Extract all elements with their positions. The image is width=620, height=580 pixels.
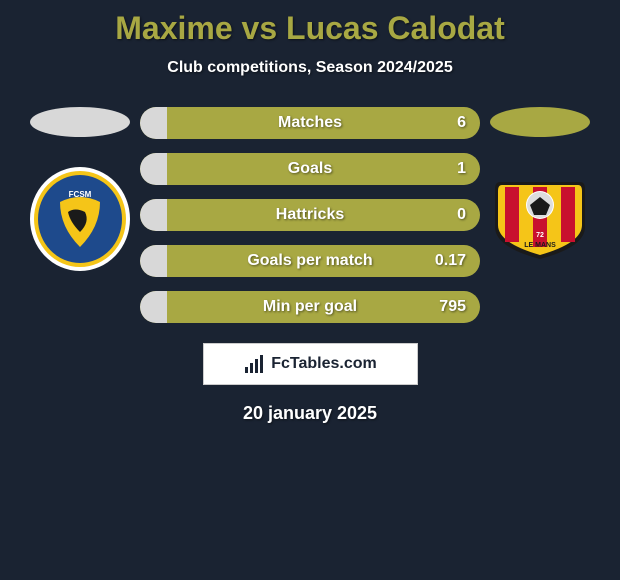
stat-value: 0: [457, 206, 466, 224]
stat-label: Min per goal: [263, 298, 357, 316]
chart-icon: [243, 353, 265, 375]
stat-value: 6: [457, 114, 466, 132]
stat-bar-hattricks: Hattricks 0: [140, 199, 480, 231]
left-column: FCSM: [20, 107, 140, 272]
stat-fill: [140, 153, 167, 185]
left-ellipse: [30, 107, 130, 137]
stat-fill: [140, 291, 167, 323]
stat-value: 795: [439, 298, 466, 316]
stat-label: Hattricks: [276, 206, 344, 224]
stat-bar-matches: Matches 6: [140, 107, 480, 139]
date-text: 20 january 2025: [0, 403, 620, 424]
stats-container: Matches 6 Goals 1 Hattricks 0 Goals per …: [140, 107, 480, 323]
stat-value: 0.17: [435, 252, 466, 270]
left-team-badge: FCSM: [30, 167, 130, 272]
stat-fill: [140, 107, 167, 139]
stat-value: 1: [457, 160, 466, 178]
right-ellipse: [490, 107, 590, 137]
stat-fill: [140, 245, 167, 277]
comparison-container: FCSM Matches 6 Goals 1 Hattricks 0 Goals…: [0, 107, 620, 323]
stat-label: Matches: [278, 114, 342, 132]
svg-text:LE MANS: LE MANS: [524, 242, 556, 249]
logo-text: FcTables.com: [271, 355, 377, 373]
right-column: 72 LE MANS: [480, 107, 600, 272]
subtitle: Club competitions, Season 2024/2025: [0, 59, 620, 77]
stat-label: Goals: [288, 160, 332, 178]
svg-text:72: 72: [536, 232, 544, 239]
stat-bar-mpg: Min per goal 795: [140, 291, 480, 323]
svg-text:FCSM: FCSM: [69, 190, 92, 199]
stat-bar-goals: Goals 1: [140, 153, 480, 185]
fcsm-badge-icon: FCSM: [30, 167, 130, 272]
site-logo: FcTables.com: [203, 343, 418, 385]
page-title: Maxime vs Lucas Calodat: [0, 0, 620, 47]
right-team-badge: 72 LE MANS: [490, 167, 590, 272]
stat-fill: [140, 199, 167, 231]
stat-bar-gpm: Goals per match 0.17: [140, 245, 480, 277]
lemans-badge-icon: 72 LE MANS: [490, 177, 590, 262]
stat-label: Goals per match: [247, 252, 372, 270]
